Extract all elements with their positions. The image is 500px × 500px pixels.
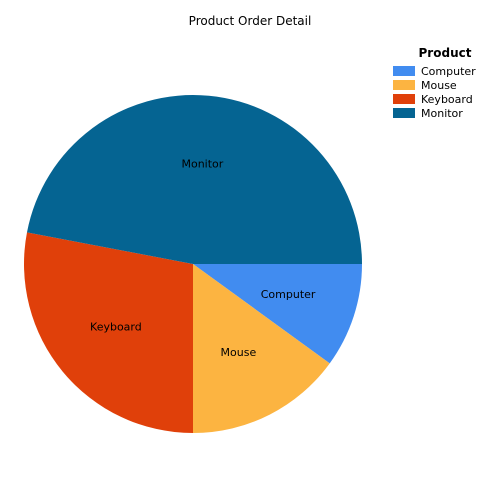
pie-slice-monitor [26, 94, 362, 264]
legend-label: Keyboard [421, 92, 473, 106]
legend-label: Mouse [421, 78, 457, 92]
pie-slice-computer [193, 264, 362, 364]
slice-label-computer: Computer [261, 288, 316, 301]
legend-title: Product [418, 46, 472, 60]
slice-label-monitor: Monitor [181, 157, 223, 170]
pie-slice-mouse [193, 264, 330, 433]
legend-label: Computer [421, 64, 476, 78]
legend-item-keyboard: Keyboard [393, 92, 493, 106]
legend-swatch [393, 66, 415, 76]
legend: Product Computer Mouse Keyboard Monitor [393, 46, 493, 120]
legend-item-computer: Computer [393, 64, 493, 78]
pie-slice-keyboard [23, 232, 194, 433]
legend-swatch [393, 94, 415, 104]
legend-item-monitor: Monitor [393, 106, 493, 120]
chart-title: Product Order Detail [188, 14, 312, 28]
legend-label: Monitor [421, 106, 463, 120]
legend-swatch [393, 80, 415, 90]
slice-labels: Computer Mouse Keyboard Monitor [90, 157, 316, 359]
slice-label-mouse: Mouse [221, 346, 257, 359]
pie-slices [23, 94, 362, 433]
slice-label-keyboard: Keyboard [90, 321, 142, 334]
legend-item-mouse: Mouse [393, 78, 493, 92]
legend-swatch [393, 108, 415, 118]
